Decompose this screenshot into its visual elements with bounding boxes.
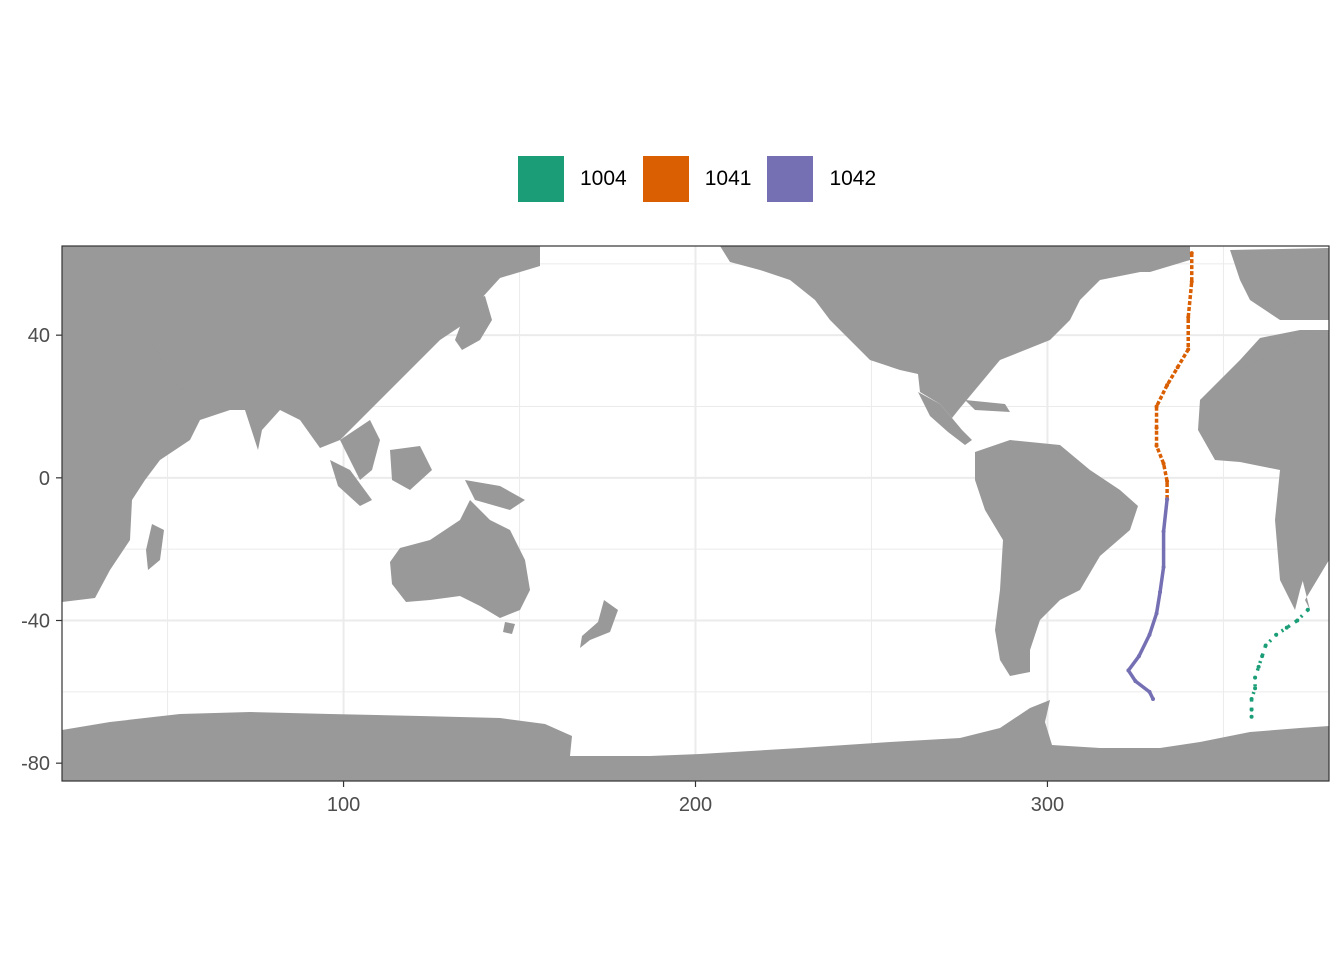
- track-point-1041: [1189, 279, 1194, 284]
- legend-item-1042: 1042: [767, 156, 876, 202]
- x-tick-label: 100: [327, 794, 360, 816]
- y-tick-label: -40: [21, 611, 50, 633]
- track-point-1042: [1158, 589, 1163, 594]
- eurasia: [62, 246, 540, 450]
- track-point-1004: [1249, 714, 1254, 719]
- central-america: [918, 392, 972, 445]
- track-point-1004: [1305, 607, 1310, 612]
- track-point-1042: [1147, 632, 1152, 637]
- track-point-1004: [1284, 625, 1289, 630]
- borneo: [390, 446, 432, 490]
- track-point-1041: [1161, 461, 1166, 466]
- y-tick-label: 0: [39, 468, 50, 490]
- track-point-1041: [1175, 365, 1180, 370]
- track-point-1004: [1260, 654, 1265, 659]
- cuba: [965, 400, 1010, 412]
- legend-key-1042: [767, 156, 814, 202]
- track-point-1042: [1126, 668, 1131, 673]
- y-tick-label: -80: [21, 753, 50, 775]
- x-tick-label: 200: [679, 794, 712, 816]
- arabia: [100, 330, 180, 420]
- track-1041: [1154, 253, 1194, 500]
- new-zealand: [580, 600, 618, 648]
- track-point-1041: [1186, 315, 1191, 320]
- track-point-1041: [1165, 383, 1170, 388]
- southeast-asia: [340, 420, 380, 480]
- y-axis: 40 0 -40 -80: [21, 325, 62, 775]
- north-america: [720, 246, 1190, 418]
- greenland-west: [1080, 246, 1190, 272]
- track-point-1041: [1154, 443, 1159, 448]
- x-tick-label: 300: [1031, 794, 1064, 816]
- track-point-1042: [1161, 529, 1166, 534]
- track-point-1041: [1165, 479, 1170, 484]
- new-guinea: [465, 480, 525, 510]
- legend-key-1041: [642, 156, 689, 202]
- africa-east-part: [1200, 330, 1329, 480]
- track-point-1042: [1154, 611, 1159, 616]
- tracks-layer: [1126, 251, 1310, 719]
- sumatra: [330, 460, 372, 506]
- legend-label-1004: 1004: [580, 167, 627, 190]
- legend: 1004 1041 1042: [518, 156, 892, 202]
- uk: [1250, 258, 1272, 292]
- legend-label-1041: 1041: [704, 167, 752, 190]
- madagascar: [146, 524, 164, 570]
- track-point-1041: [1189, 251, 1194, 256]
- track-point-1004: [1249, 707, 1254, 712]
- legend-item-1041: 1041: [642, 156, 752, 202]
- track-point-1004: [1256, 664, 1261, 669]
- australia: [390, 500, 530, 618]
- x-axis: 100 200 300: [327, 781, 1064, 816]
- legend-item-1004: 1004: [518, 156, 627, 202]
- track-point-1042: [1151, 696, 1156, 701]
- legend-key-1004: [518, 156, 564, 202]
- track-point-1004: [1295, 618, 1300, 623]
- track-point-1042: [1147, 689, 1152, 694]
- track-point-1004: [1274, 632, 1279, 637]
- track-point-1041: [1154, 404, 1159, 409]
- legend-label-1042: 1042: [829, 167, 877, 190]
- japan: [455, 296, 492, 350]
- track-point-1042: [1165, 497, 1170, 502]
- y-tick-label: 40: [28, 325, 50, 347]
- south-america: [975, 440, 1138, 676]
- track-point-1042: [1133, 679, 1138, 684]
- track-point-1004: [1263, 643, 1268, 648]
- tasmania: [503, 622, 515, 634]
- track-point-1042: [1161, 565, 1166, 569]
- track-point-1004: [1253, 686, 1258, 691]
- antarctica: [62, 700, 1329, 781]
- track-point-1041: [1154, 425, 1159, 430]
- land-layer: [62, 246, 1329, 781]
- track-point-1004: [1249, 696, 1254, 701]
- track-point-1042: [1136, 654, 1141, 659]
- track-point-1041: [1186, 347, 1191, 352]
- southern-africa: [1275, 470, 1318, 610]
- track-point-1004: [1253, 675, 1258, 680]
